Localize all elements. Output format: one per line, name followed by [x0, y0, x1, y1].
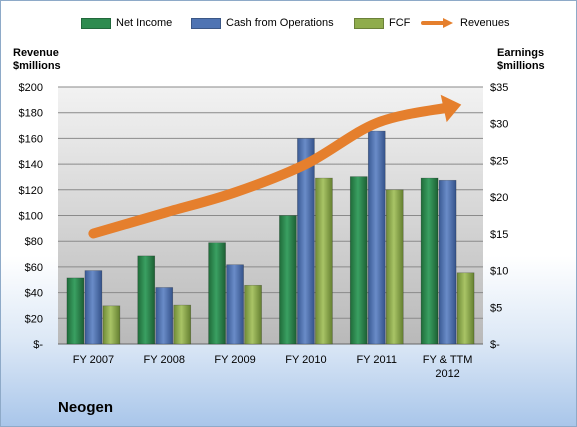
- bar-cash-from-operations: [226, 264, 244, 345]
- bar-fcf: [102, 305, 121, 345]
- bar-fcf: [244, 284, 262, 345]
- right-tick-label: $30: [490, 119, 508, 131]
- left-tick-label: $20: [25, 313, 43, 325]
- left-tick-label: $60: [25, 262, 43, 274]
- left-tick-label: $100: [19, 211, 43, 223]
- bar-net-income: [66, 277, 85, 345]
- right-tick-label: $25: [490, 155, 508, 167]
- legend-fcf: FCF: [354, 17, 410, 29]
- legend-label-net-income: Net Income: [116, 17, 173, 29]
- bar-net-income: [137, 255, 156, 345]
- right-tick-label: $35: [490, 82, 508, 94]
- legend-swatch-cash-from-operations: [191, 17, 221, 29]
- category-label: FY 2011: [356, 354, 397, 366]
- category-label: FY 2008: [144, 354, 185, 366]
- bar-fcf: [173, 304, 192, 345]
- left-tick-label: $120: [19, 185, 43, 197]
- bar-net-income: [420, 177, 439, 345]
- left-axis-title: Revenue $millions: [13, 47, 61, 72]
- legend-label-revenues: Revenues: [460, 17, 510, 29]
- company-name: Neogen: [58, 399, 114, 416]
- left-tick-label: $200: [19, 82, 43, 94]
- right-tick-label: $20: [490, 192, 508, 204]
- bar-cash-from-operations: [367, 130, 386, 345]
- bar-fcf: [385, 189, 404, 345]
- bar-net-income: [208, 242, 226, 345]
- legend-net-income: Net Income: [81, 17, 172, 29]
- bar-net-income: [279, 215, 297, 345]
- category-label: FY & TTM 2012: [423, 354, 473, 380]
- bar-fcf: [456, 272, 475, 345]
- right-axis-title: Earnings $millions: [497, 47, 545, 72]
- revenues-line: [88, 102, 453, 239]
- left-tick-label: $40: [25, 288, 43, 300]
- revenues-arrowhead: [440, 94, 462, 123]
- category-label: FY 2009: [214, 354, 255, 366]
- left-tick-label: $80: [25, 236, 43, 248]
- legend-label-fcf: FCF: [389, 17, 411, 29]
- legend-swatch-fcf: [354, 17, 384, 29]
- category-label: FY 2007: [73, 354, 114, 366]
- right-tick-label: $15: [490, 229, 508, 241]
- bar-cash-from-operations: [297, 138, 315, 345]
- legend-revenues: Revenues: [421, 17, 510, 29]
- bar-fcf: [315, 177, 333, 345]
- right-tick-label: $-: [490, 339, 500, 351]
- legend-cash-from-operations: Cash from Operations: [191, 17, 334, 29]
- bar-cash-from-operations: [155, 287, 174, 345]
- right-tick-label: $10: [490, 266, 508, 278]
- bar-net-income: [349, 176, 368, 345]
- legend-arrow-icon: [421, 18, 453, 28]
- left-tick-label: $140: [19, 159, 43, 171]
- right-tick-label: $5: [490, 302, 502, 314]
- left-tick-label: $180: [19, 108, 43, 120]
- left-tick-label: $160: [19, 133, 43, 145]
- category-label: FY 2010: [285, 354, 326, 366]
- bar-cash-from-operations: [438, 179, 457, 345]
- bar-cash-from-operations: [84, 270, 103, 345]
- legend-label-cash-from-operations: Cash from Operations: [226, 17, 334, 29]
- left-tick-label: $-: [33, 339, 43, 351]
- legend-swatch-net-income: [81, 17, 111, 29]
